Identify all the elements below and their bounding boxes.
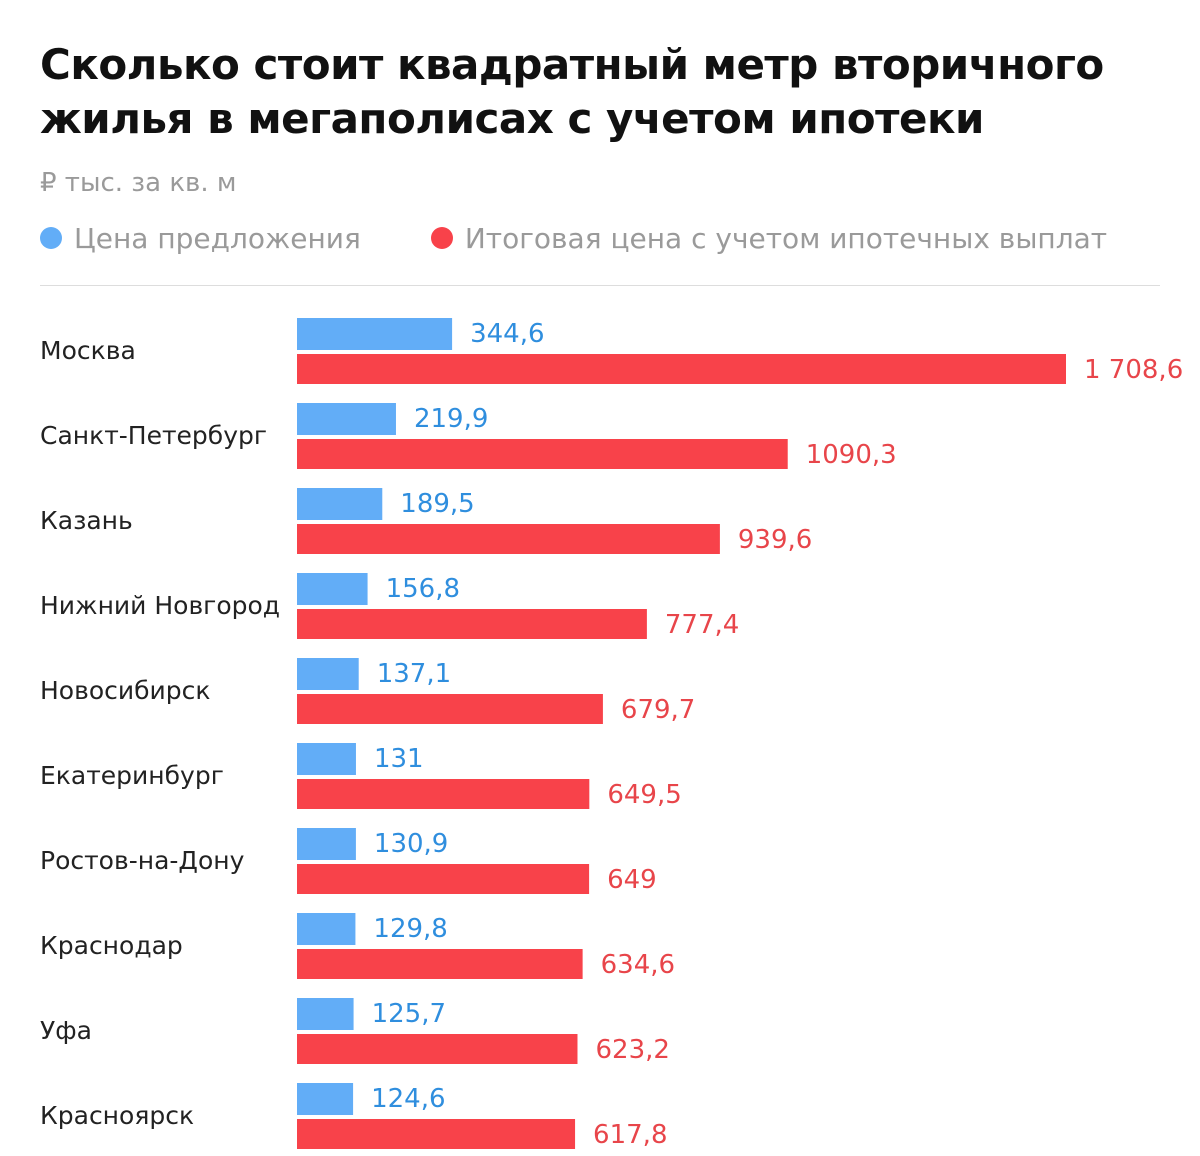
value-label-offer: 344,6 bbox=[470, 319, 544, 349]
value-label-offer: 130,9 bbox=[374, 829, 448, 859]
bar-offer-price bbox=[297, 1083, 354, 1115]
bar-total-price bbox=[297, 354, 1066, 384]
chart-row: Казань 189,5 939,6 bbox=[40, 488, 812, 555]
category-label: Новосибирск bbox=[40, 676, 211, 705]
bar-total-price bbox=[297, 609, 647, 639]
value-label-offer: 125,7 bbox=[372, 999, 446, 1029]
bar-offer-price bbox=[297, 658, 359, 690]
bar-offer-price bbox=[297, 998, 354, 1030]
chart-row: Санкт-Петербург 219,9 1090,3 bbox=[40, 403, 897, 470]
value-label-total: 939,6 bbox=[738, 525, 812, 555]
legend-total-label: Итоговая цена с учетом ипотечных выплат bbox=[464, 221, 1108, 255]
category-label: Уфа bbox=[40, 1016, 92, 1045]
chart-row: Нижний Новгород 156,8 777,4 bbox=[40, 573, 739, 640]
legend-item-total: Итоговая цена с учетом ипотечных выплат bbox=[430, 221, 1108, 255]
value-label-offer: 219,9 bbox=[414, 404, 488, 434]
value-label-offer: 131 bbox=[374, 744, 424, 774]
bar-total-price bbox=[297, 864, 590, 894]
chart-row: Ростов-на-Дону 130,9 649 bbox=[40, 828, 657, 895]
category-label: Ростов-на-Дону bbox=[40, 846, 245, 875]
value-label-offer: 189,5 bbox=[400, 489, 474, 519]
bar-total-price bbox=[297, 779, 590, 809]
bar-offer-price bbox=[297, 743, 356, 775]
bar-offer-price bbox=[297, 913, 356, 945]
chart-subtitle-units: ₽ тыс. за кв. м bbox=[40, 168, 237, 198]
chart-legend: Цена предложения Итоговая цена с учетом … bbox=[40, 218, 1107, 258]
bar-offer-price bbox=[297, 828, 356, 860]
header-divider bbox=[40, 285, 1160, 286]
legend-item-offer: Цена предложения bbox=[40, 222, 361, 255]
value-label-offer: 129,8 bbox=[373, 914, 447, 944]
bar-total-price bbox=[297, 1034, 578, 1064]
legend-offer-label: Цена предложения bbox=[74, 221, 361, 255]
bar-offer-price bbox=[297, 573, 368, 605]
category-label: Нижний Новгород bbox=[40, 591, 280, 620]
bar-offer-price bbox=[297, 488, 383, 520]
value-label-total: 649 bbox=[607, 865, 657, 895]
value-label-total: 777,4 bbox=[665, 610, 739, 640]
value-label-total: 1 708,6 bbox=[1084, 355, 1183, 385]
bar-total-price bbox=[297, 949, 583, 979]
bar-total-price bbox=[297, 694, 603, 724]
category-label: Красноярск bbox=[40, 1101, 194, 1130]
value-label-total: 617,8 bbox=[593, 1120, 667, 1150]
value-label-total: 679,7 bbox=[621, 695, 695, 725]
legend-offer-dot bbox=[40, 227, 62, 249]
chart-row: Москва 344,6 1 708,6 bbox=[40, 318, 1183, 385]
category-label: Санкт-Петербург bbox=[40, 421, 267, 450]
bar-total-price bbox=[297, 439, 788, 469]
legend-total-dot bbox=[430, 227, 453, 249]
chart-row: Екатеринбург 131 649,5 bbox=[40, 743, 682, 810]
chart-row: Уфа 125,7 623,2 bbox=[40, 998, 670, 1065]
chart-row: Краснодар 129,8 634,6 bbox=[40, 913, 675, 980]
bar-offer-price bbox=[297, 403, 396, 435]
value-label-total: 634,6 bbox=[601, 950, 675, 980]
chart-title: Сколько стоит квадратный метр вторичного… bbox=[40, 40, 1104, 143]
bar-total-price bbox=[297, 524, 720, 554]
value-label-total: 623,2 bbox=[595, 1035, 669, 1065]
value-label-total: 1090,3 bbox=[806, 440, 897, 470]
category-label: Краснодар bbox=[40, 931, 183, 960]
category-label: Казань bbox=[40, 506, 133, 535]
value-label-total: 649,5 bbox=[607, 780, 681, 810]
bar-offer-price bbox=[297, 318, 453, 350]
value-label-offer: 124,6 bbox=[371, 1084, 445, 1114]
chart-row: Красноярск 124,6 617,8 bbox=[40, 1083, 667, 1150]
bar-total-price bbox=[297, 1119, 576, 1149]
value-label-offer: 156,8 bbox=[386, 574, 460, 604]
value-label-offer: 137,1 bbox=[377, 659, 451, 689]
chart-row: Новосибирск 137,1 679,7 bbox=[40, 658, 695, 725]
category-label: Москва bbox=[40, 336, 136, 365]
category-label: Екатеринбург bbox=[40, 761, 224, 790]
